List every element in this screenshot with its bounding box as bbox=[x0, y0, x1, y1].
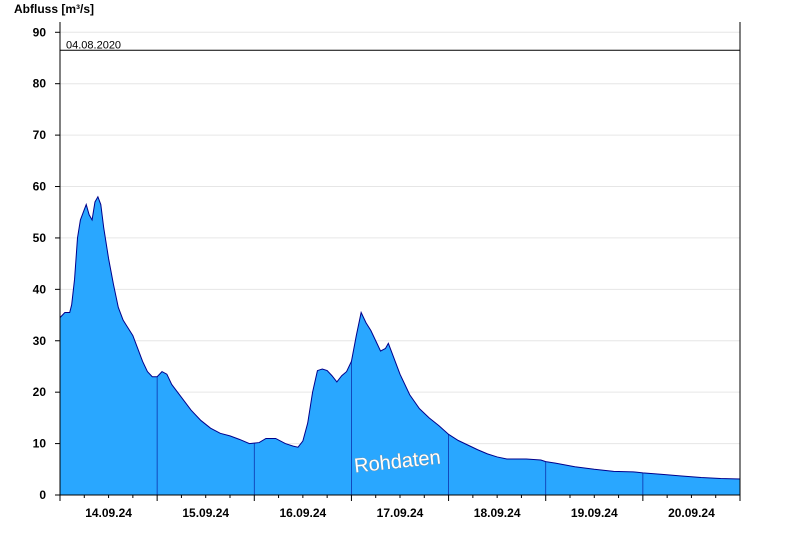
y-tick-label: 70 bbox=[33, 128, 47, 142]
y-tick-label: 60 bbox=[33, 180, 47, 194]
y-tick-label: 90 bbox=[33, 25, 47, 39]
y-axis-title: Abfluss [m³/s] bbox=[14, 2, 94, 16]
reference-line-group: 04.08.2020 bbox=[60, 39, 740, 51]
y-tick-label: 0 bbox=[39, 488, 46, 502]
x-axis-ticks: 14.09.24 15.09.24 16.09.24 17.09.24 18.09.24… bbox=[59, 495, 741, 520]
discharge-line bbox=[59, 195, 741, 480]
y-tick-label: 10 bbox=[33, 437, 47, 451]
y-tick-label: 80 bbox=[33, 77, 47, 91]
reference-line-label: 04.08.2020 bbox=[66, 39, 121, 51]
x-tick-label: 14.09.24 bbox=[85, 506, 132, 520]
x-tick-label: 20.09.24 bbox=[668, 506, 715, 520]
y-tick-label: 20 bbox=[33, 385, 47, 399]
x-tick-label: 18.09.24 bbox=[474, 506, 521, 520]
discharge-area bbox=[60, 196, 740, 496]
x-tick-label: 19.09.24 bbox=[571, 506, 618, 520]
x-tick-label: 15.09.24 bbox=[182, 506, 229, 520]
plot-area bbox=[59, 195, 741, 496]
y-tick-label: 40 bbox=[33, 282, 47, 296]
y-tick-label: 50 bbox=[33, 231, 47, 245]
x-tick-label: 16.09.24 bbox=[279, 506, 326, 520]
x-tick-label: 17.09.24 bbox=[377, 506, 424, 520]
y-tick-label: 30 bbox=[33, 334, 47, 348]
y-axis-ticks: 0 10 20 30 40 50 60 70 80 90 bbox=[33, 25, 60, 502]
day-separators bbox=[156, 361, 644, 495]
